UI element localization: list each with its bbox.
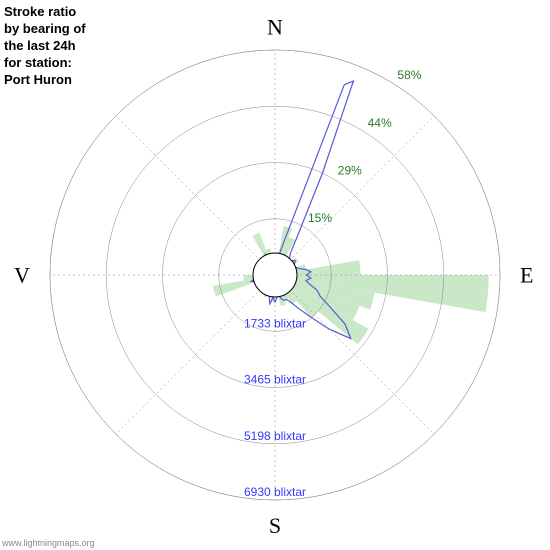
count-label: 5198 blixtar xyxy=(244,429,306,443)
cardinal-label: V xyxy=(14,263,30,288)
cardinal-label: S xyxy=(269,513,281,538)
cardinal-label: E xyxy=(520,263,533,288)
count-label: 6930 blixtar xyxy=(244,485,306,499)
pct-label: 15% xyxy=(308,211,332,225)
count-label: 3465 blixtar xyxy=(244,373,306,387)
center-hole xyxy=(253,253,297,297)
chart-title: Stroke ratio by bearing of the last 24h … xyxy=(4,4,86,88)
watermark-text: www.lightningmaps.org xyxy=(2,538,95,548)
pct-label: 29% xyxy=(338,164,362,178)
pct-label: 58% xyxy=(397,68,421,82)
count-label: 1733 blixtar xyxy=(244,316,306,330)
cardinal-label: N xyxy=(267,14,283,39)
pct-label: 44% xyxy=(368,116,392,130)
